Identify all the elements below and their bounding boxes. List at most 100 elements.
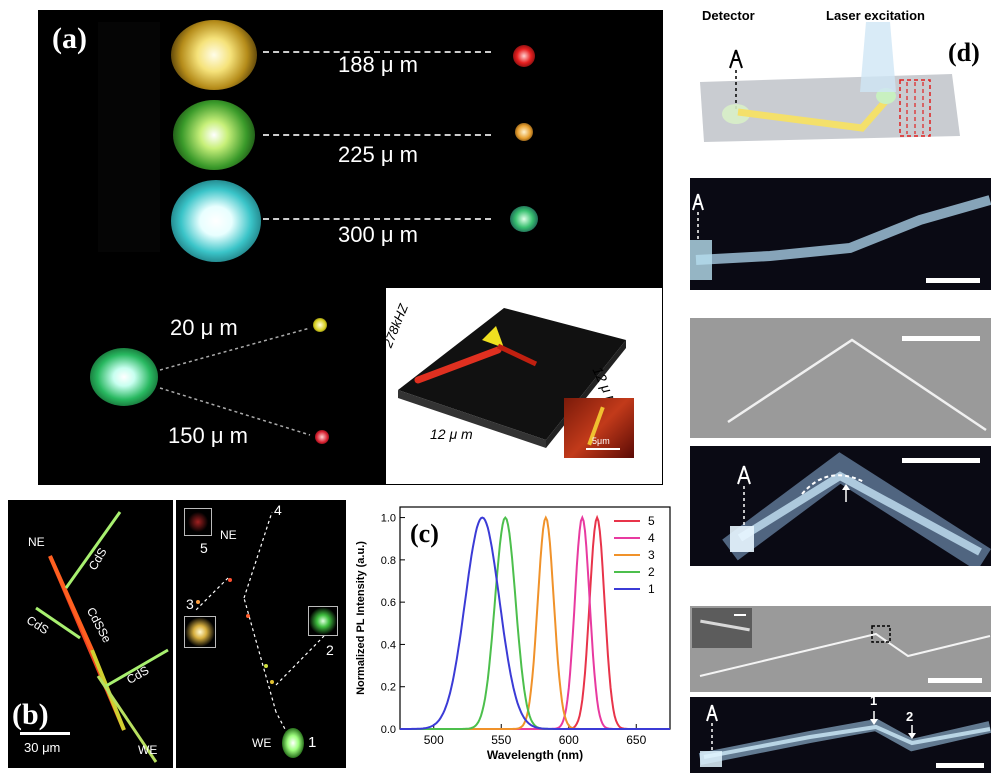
scale-bar-sem2 <box>928 678 982 683</box>
output-spot-red <box>513 45 535 67</box>
small-spot-red <box>315 430 329 444</box>
x-tick-label-1: 550 <box>491 733 511 747</box>
series-line-5 <box>400 514 670 730</box>
sem-v-trace <box>727 338 987 432</box>
detector-icon <box>692 193 704 211</box>
source-spot-cyan <box>171 180 261 262</box>
sem-zoom-scale <box>734 614 746 616</box>
panel-b-letter: (b) <box>12 698 49 731</box>
schematic-drawing <box>700 22 960 142</box>
scale-bar-map2 <box>902 458 980 463</box>
afm-inset: 278kHZ 12 μ m 12 μ m 5μm <box>380 288 662 484</box>
pl-map-bent: 1 2 <box>690 693 991 773</box>
marker-1: 1 <box>870 693 878 708</box>
small-spot-yellow <box>313 318 327 332</box>
panel-a: (a) 188 μ m 225 μ m 300 μ m 20 μ m 150 μ… <box>38 10 663 485</box>
x-tick-label-3: 650 <box>626 733 646 747</box>
detector-icon <box>729 49 743 69</box>
label-we: WE <box>138 743 158 757</box>
distance-225: 225 μ m <box>338 142 418 167</box>
sem-bent-wire <box>690 606 991 692</box>
x-axis-label: Wavelength (nm) <box>487 748 583 762</box>
panel-a-letter: (a) <box>52 22 87 55</box>
scale-bar-map3 <box>936 763 984 768</box>
scale-bar-map1 <box>926 278 980 283</box>
pl-map-v-trace <box>722 452 991 571</box>
label-right-we: WE <box>252 736 272 750</box>
inset-spot-5 <box>184 508 212 536</box>
label-num-2: 2 <box>326 642 334 658</box>
label-num-4: 4 <box>274 502 282 518</box>
sem-zoom-wire <box>700 619 750 632</box>
label-num-3: 3 <box>186 596 194 612</box>
detector-label: Detector <box>702 8 755 23</box>
output-spot-orange <box>515 123 533 141</box>
marker-2: 2 <box>906 709 914 724</box>
legend-label-1: 1 <box>648 582 655 596</box>
x-tick-label-0: 500 <box>424 733 444 747</box>
panel-d-letter: (d) <box>948 38 980 67</box>
scale-bar-30um <box>20 732 70 735</box>
y-tick-label-3: 0.6 <box>381 597 396 609</box>
distance-188: 188 μ m <box>338 52 418 77</box>
sem-zoom-inset <box>692 608 752 648</box>
x-tick-label-2: 600 <box>559 733 579 747</box>
series-line-1 <box>400 516 670 730</box>
distance-150: 150 μ m <box>168 423 248 448</box>
legend-label-2: 2 <box>648 565 655 579</box>
label-right-ne: NE <box>220 528 237 542</box>
y-tick-label-4: 0.8 <box>381 555 396 567</box>
output-spot-green <box>510 206 538 232</box>
nanowire-network <box>35 511 169 763</box>
y-axis-label: Normalized PL Intensity (a.u.) <box>355 541 367 695</box>
sem-bent-trace <box>699 625 991 677</box>
legend-label-3: 3 <box>648 548 655 562</box>
label-num-1: 1 <box>308 734 317 751</box>
series-line-3 <box>400 515 670 730</box>
pl-map-straight-trace <box>690 193 991 280</box>
source-spot-green <box>173 100 255 170</box>
series-line-4 <box>400 514 670 730</box>
inset-spot-3 <box>184 616 216 648</box>
distance-line-3 <box>263 218 491 220</box>
detector-icon <box>737 465 751 485</box>
panel-c-letter: (c) <box>410 519 439 548</box>
pl-map-straight <box>690 178 991 290</box>
detector-icon <box>706 704 718 722</box>
sem-v-wire <box>690 318 991 438</box>
y-tick-label-5: 1.0 <box>381 513 396 525</box>
distance-20: 20 μ m <box>170 315 238 340</box>
pl-map-bent-trace <box>698 704 991 767</box>
legend-label-5: 5 <box>648 514 655 528</box>
inset-spot-2 <box>308 606 338 636</box>
scale-bar-sem1 <box>902 336 980 341</box>
plot-frame <box>399 506 671 730</box>
afm-scale-label: 5μm <box>592 436 610 446</box>
afm-x-label: 12 μ m <box>430 426 473 442</box>
y-tick-label-1: 0.2 <box>381 682 396 694</box>
series-line-2 <box>400 515 670 730</box>
lower-dashed-lines <box>159 327 311 436</box>
dark-column <box>98 22 160 252</box>
source-spot-yellow <box>171 20 257 90</box>
we-spot <box>282 728 304 758</box>
distance-line-1 <box>263 51 491 53</box>
y-tick-label-0: 0.0 <box>381 724 396 736</box>
panel-c: 500 550 600 650 0.0 0.2 0.4 0.6 0.8 1.0 Wavelength… <box>350 495 685 773</box>
panel-d-schematic: Detector Laser excitation (d) <box>690 0 991 150</box>
label-ne: NE <box>28 535 45 549</box>
scale-label-30um: 30 μm <box>24 740 61 755</box>
label-num-5: 5 <box>200 540 208 556</box>
pl-chart: 500 550 600 650 0.0 0.2 0.4 0.6 0.8 1.0 Wavelength… <box>355 506 671 762</box>
distance-300: 300 μ m <box>338 222 418 247</box>
panel-b-left: NE CdS CdSSe CdS CdS WE (b) 30 μm <box>8 500 173 768</box>
panel-b-right: NE WE 1 2 3 4 5 <box>176 500 346 768</box>
legend-label-4: 4 <box>648 531 655 545</box>
source-spot-lower <box>90 348 158 406</box>
distance-line-2 <box>263 134 491 136</box>
pl-map-v <box>690 446 991 571</box>
y-tick-label-2: 0.4 <box>381 639 396 651</box>
afm-scale-line <box>586 448 620 450</box>
laser-label: Laser excitation <box>826 8 925 23</box>
afm-small-inset: 5μm <box>564 398 634 458</box>
